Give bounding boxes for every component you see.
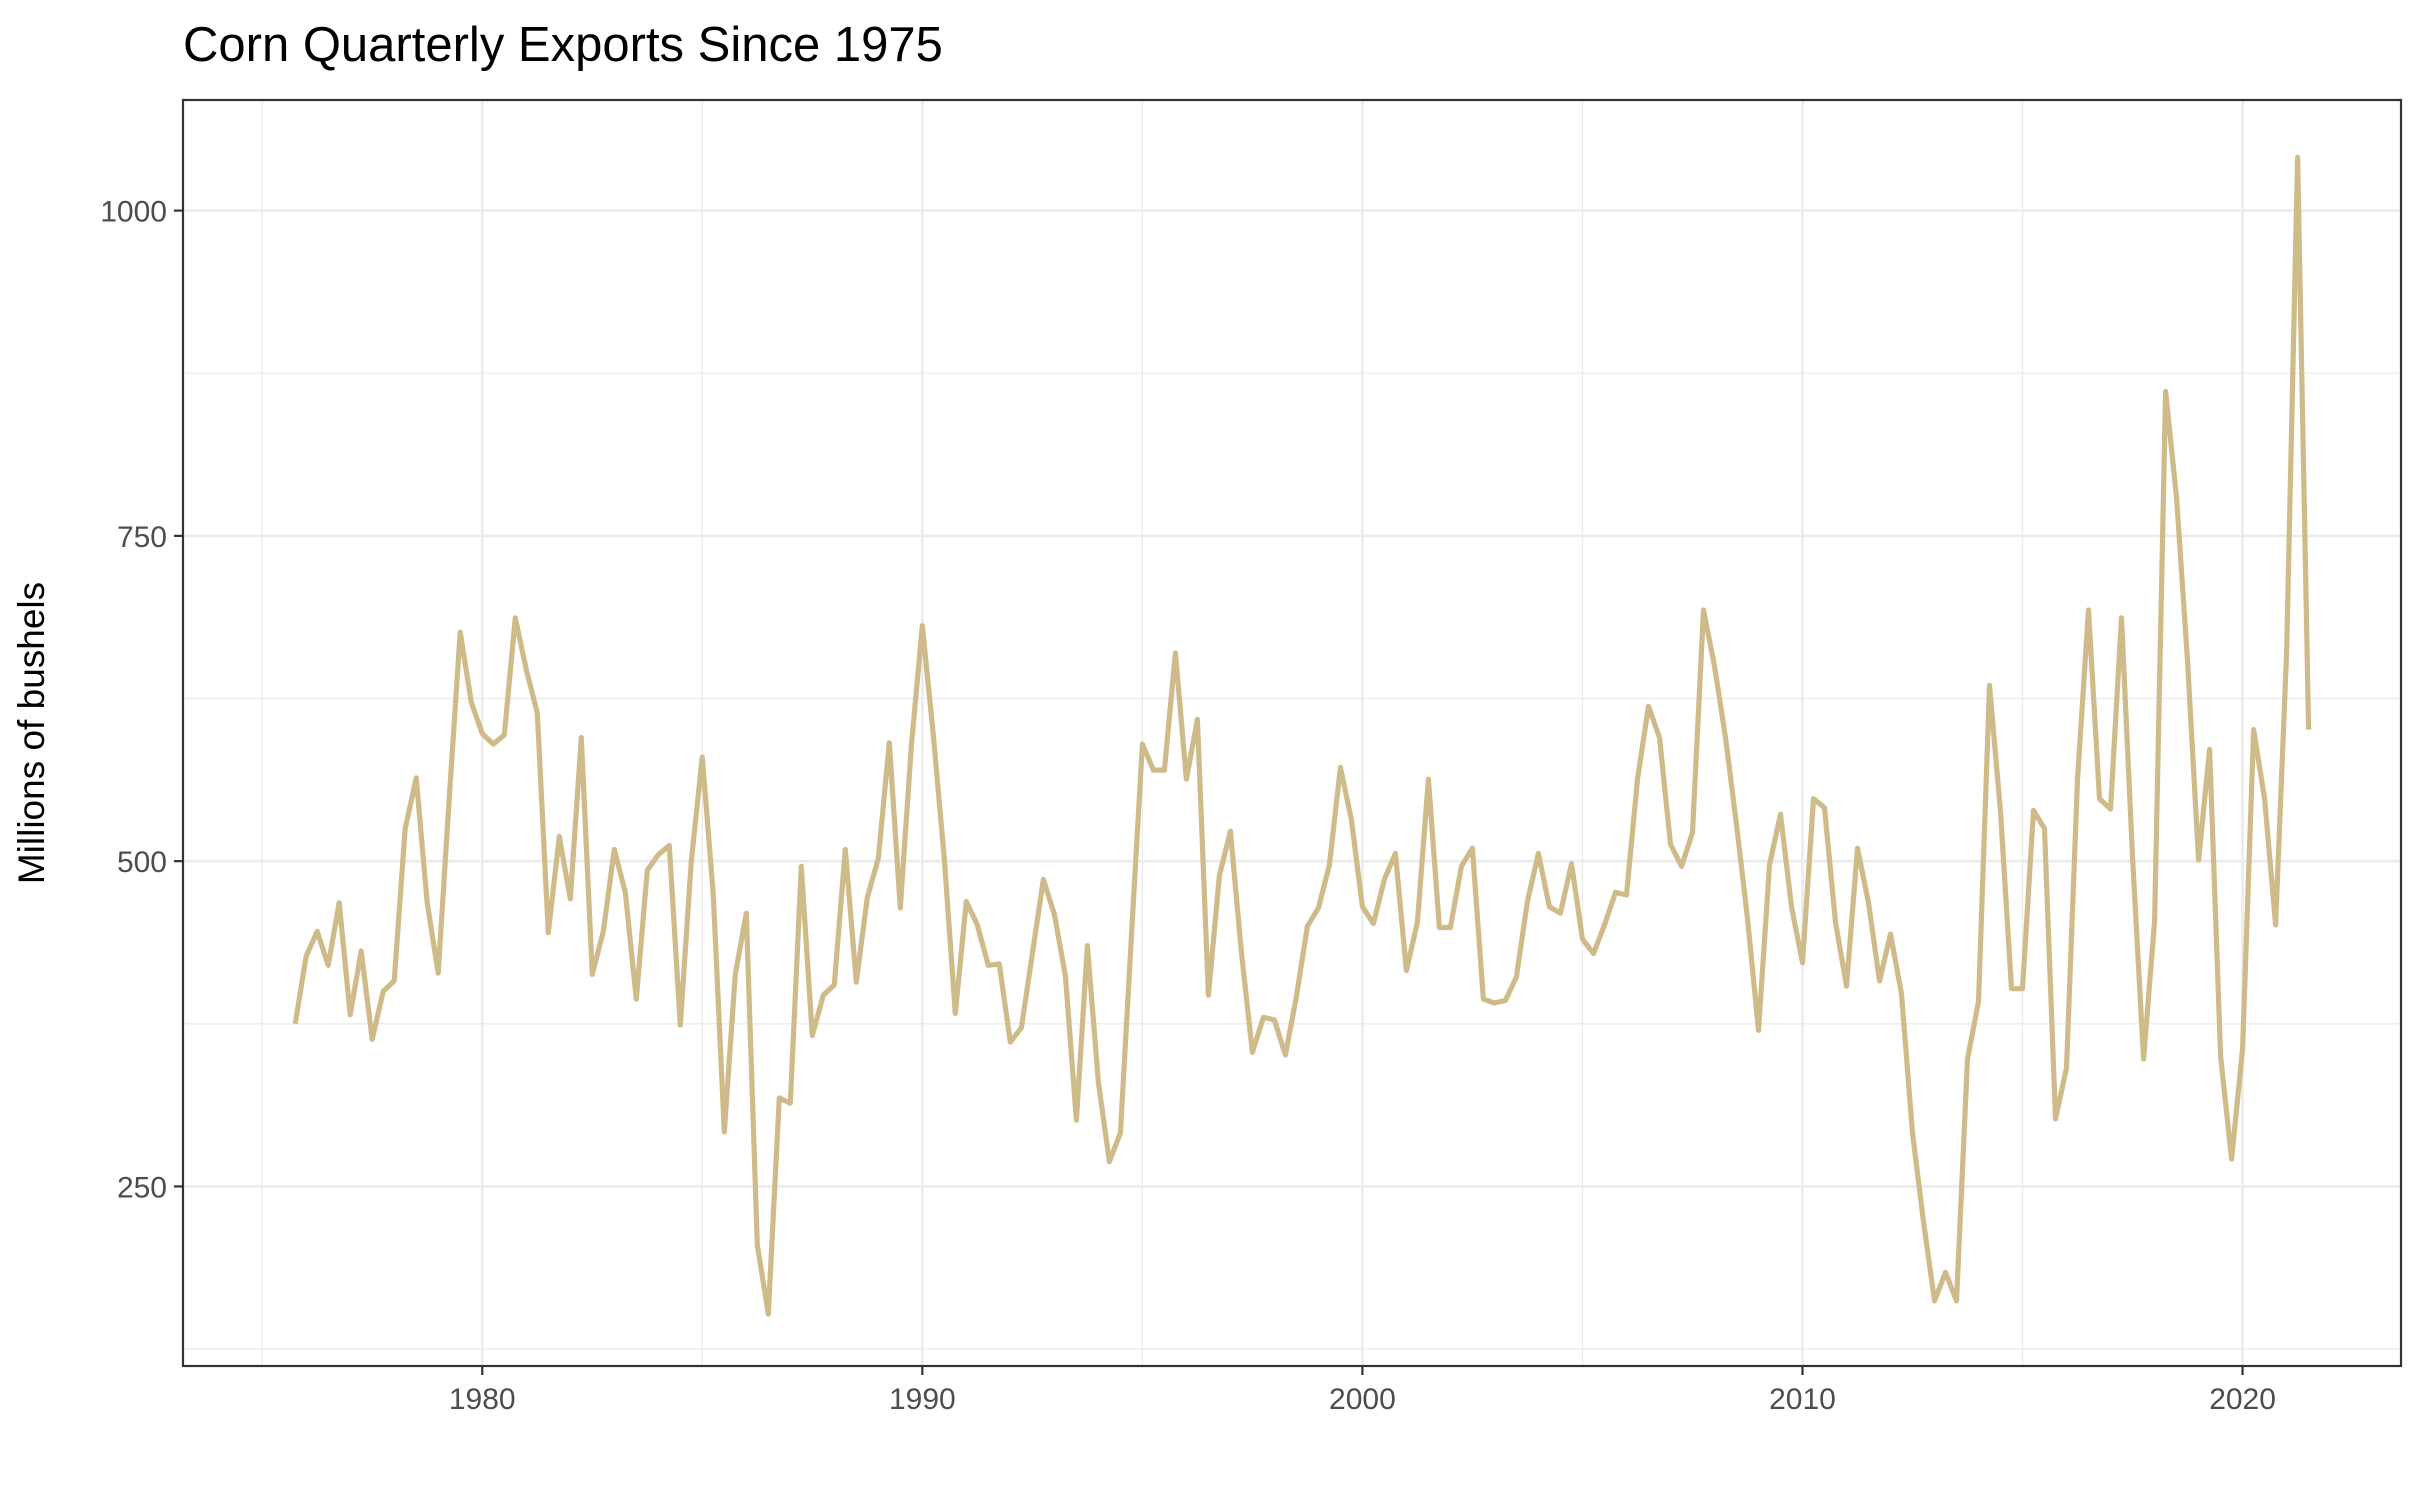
- y-axis-ticks: 250 500 750 1000: [100, 196, 183, 1204]
- y-tick-label: 1000: [100, 196, 167, 229]
- x-axis-ticks: 1980 1990 2000 2010 2020: [449, 1366, 2276, 1416]
- x-tick-label: 1990: [889, 1383, 956, 1416]
- x-tick-label: 1980: [449, 1383, 516, 1416]
- x-tick-label: 2010: [1769, 1383, 1836, 1416]
- y-axis-title: Millions of bushels: [11, 582, 52, 884]
- y-tick-label: 250: [117, 1171, 167, 1204]
- y-tick-label: 500: [117, 846, 167, 879]
- minor-gridlines-x: [261, 100, 2024, 1366]
- x-tick-label: 2020: [2209, 1383, 2276, 1416]
- chart-title: Corn Quarterly Exports Since 1975: [183, 18, 943, 72]
- x-tick-label: 2000: [1329, 1383, 1396, 1416]
- series-line: [292, 154, 2312, 1317]
- plot-panel-border: [181, 98, 2403, 1368]
- major-gridlines-x: [480, 100, 2244, 1366]
- y-tick-label: 750: [117, 521, 167, 554]
